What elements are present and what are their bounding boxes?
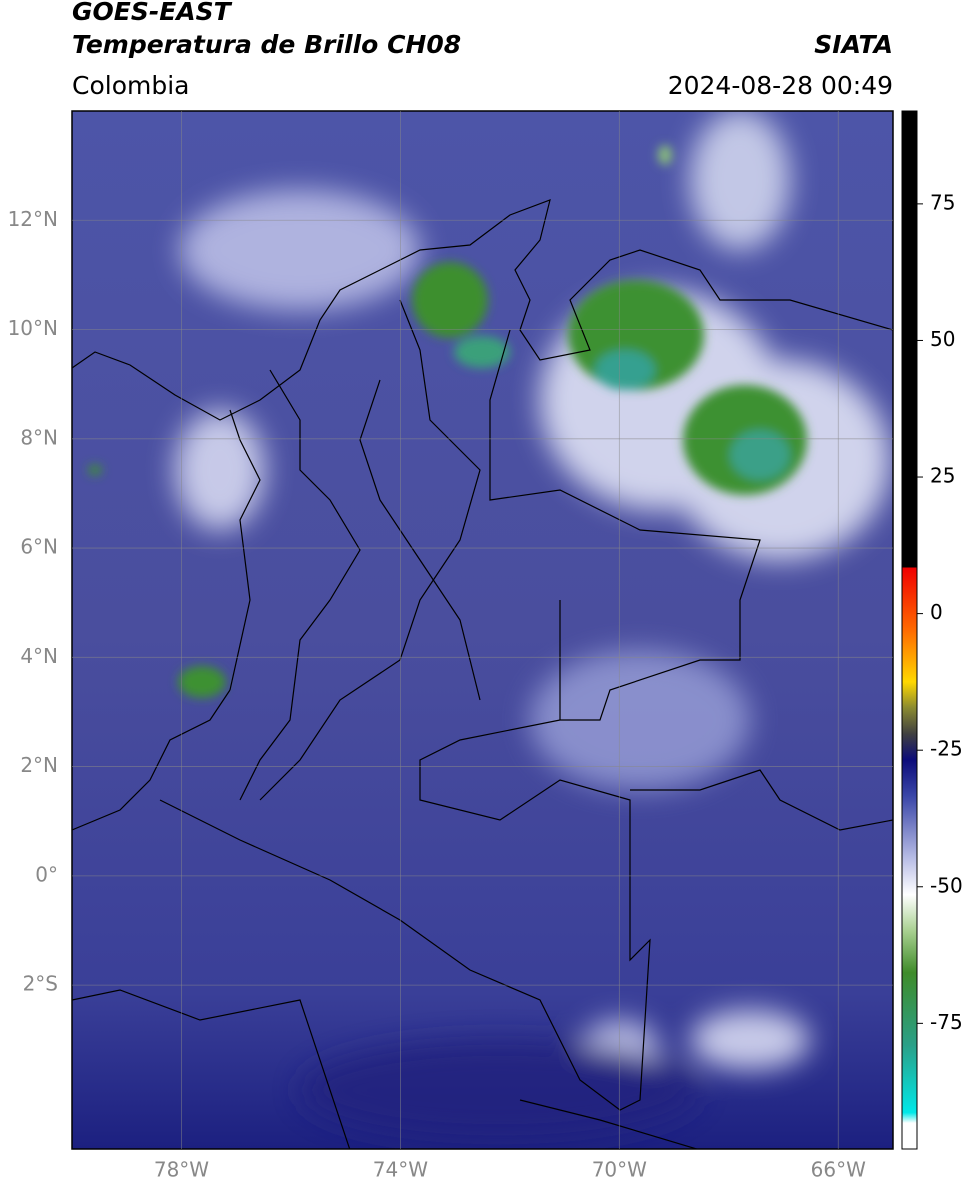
- colorbar-tick-label: 50: [930, 327, 955, 351]
- colorbar-tick-label: 0: [930, 600, 943, 624]
- x-tick-label: 78°W: [154, 1158, 209, 1182]
- satellite-image: [72, 111, 893, 1149]
- y-tick-label: 2°S: [23, 972, 58, 996]
- x-tick-label: 74°W: [373, 1158, 428, 1182]
- y-tick-label: 0°: [35, 862, 58, 886]
- y-tick-label: 6°N: [20, 535, 58, 559]
- y-tick-label: 12°N: [8, 207, 58, 231]
- y-tick-label: 2°N: [20, 753, 58, 777]
- colorbar-tick-label: 25: [930, 464, 955, 488]
- x-tick-label: 66°W: [811, 1158, 866, 1182]
- colorbar-tick-label: 75: [930, 190, 955, 214]
- region: Colombia: [72, 71, 189, 100]
- subtitle: Temperatura de Brillo CH08: [72, 30, 461, 59]
- colorbar-tick-label: -50: [930, 873, 963, 897]
- colorbar-tick-label: -75: [930, 1010, 963, 1034]
- x-tick-label: 70°W: [592, 1158, 647, 1182]
- title: GOES-EAST: [72, 0, 233, 26]
- source: SIATA: [814, 30, 893, 59]
- y-tick-label: 4°N: [20, 644, 58, 668]
- datetime: 2024-08-28 00:49: [668, 71, 893, 100]
- colorbar-tick-label: -25: [930, 737, 963, 761]
- plot-frame: [71, 110, 894, 1150]
- colorbar: [901, 110, 918, 1150]
- y-tick-label: 8°N: [20, 425, 58, 449]
- y-tick-label: 10°N: [8, 316, 58, 340]
